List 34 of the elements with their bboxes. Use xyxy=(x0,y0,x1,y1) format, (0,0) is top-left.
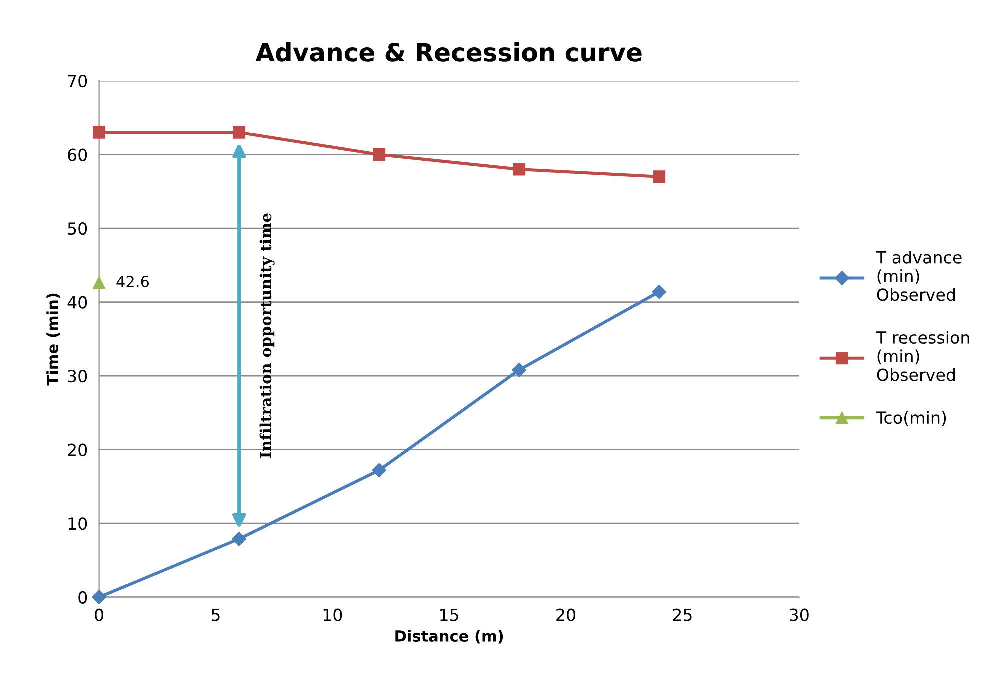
point xyxy=(233,126,246,139)
point xyxy=(513,163,526,176)
x-tick-label: 25 xyxy=(673,608,692,622)
point xyxy=(372,463,386,478)
x-tick-label: 15 xyxy=(440,609,458,622)
legend-label: Tco(min) xyxy=(876,411,946,426)
point xyxy=(373,148,386,162)
y-tick-label: 20 xyxy=(68,444,88,456)
y-tick-label: 70 xyxy=(68,74,88,88)
point xyxy=(653,170,666,184)
x-tick-label: 0 xyxy=(95,608,104,622)
y-tick-label: 50 xyxy=(68,222,88,236)
point xyxy=(93,276,106,290)
point xyxy=(92,590,106,604)
point xyxy=(512,363,526,378)
x-axis-title: Distance (m) xyxy=(396,630,504,644)
y-tick-label: 30 xyxy=(68,370,88,383)
chart-title: Advance & Recession curve xyxy=(256,42,642,62)
legend-label: T recession (min) Observed xyxy=(876,331,970,382)
annotation: Infiltration opportunity time xyxy=(260,214,275,458)
y-tick-label: 40 xyxy=(68,296,88,309)
y-tick-label: 0 xyxy=(78,591,88,604)
data-label: 42.6 xyxy=(116,276,150,288)
y-tick-label: 10 xyxy=(68,518,88,530)
point xyxy=(93,126,106,139)
x-tick-label: 10 xyxy=(324,608,342,622)
legend-label: T advance (min) Observed xyxy=(876,251,962,302)
y-axis-title: Time (min) xyxy=(46,294,60,386)
point xyxy=(652,284,666,300)
x-tick-label: 5 xyxy=(212,609,220,622)
x-tick-label: 30 xyxy=(790,608,809,622)
point xyxy=(232,532,246,546)
x-tick-label: 20 xyxy=(556,608,576,622)
y-tick-label: 60 xyxy=(68,148,88,162)
